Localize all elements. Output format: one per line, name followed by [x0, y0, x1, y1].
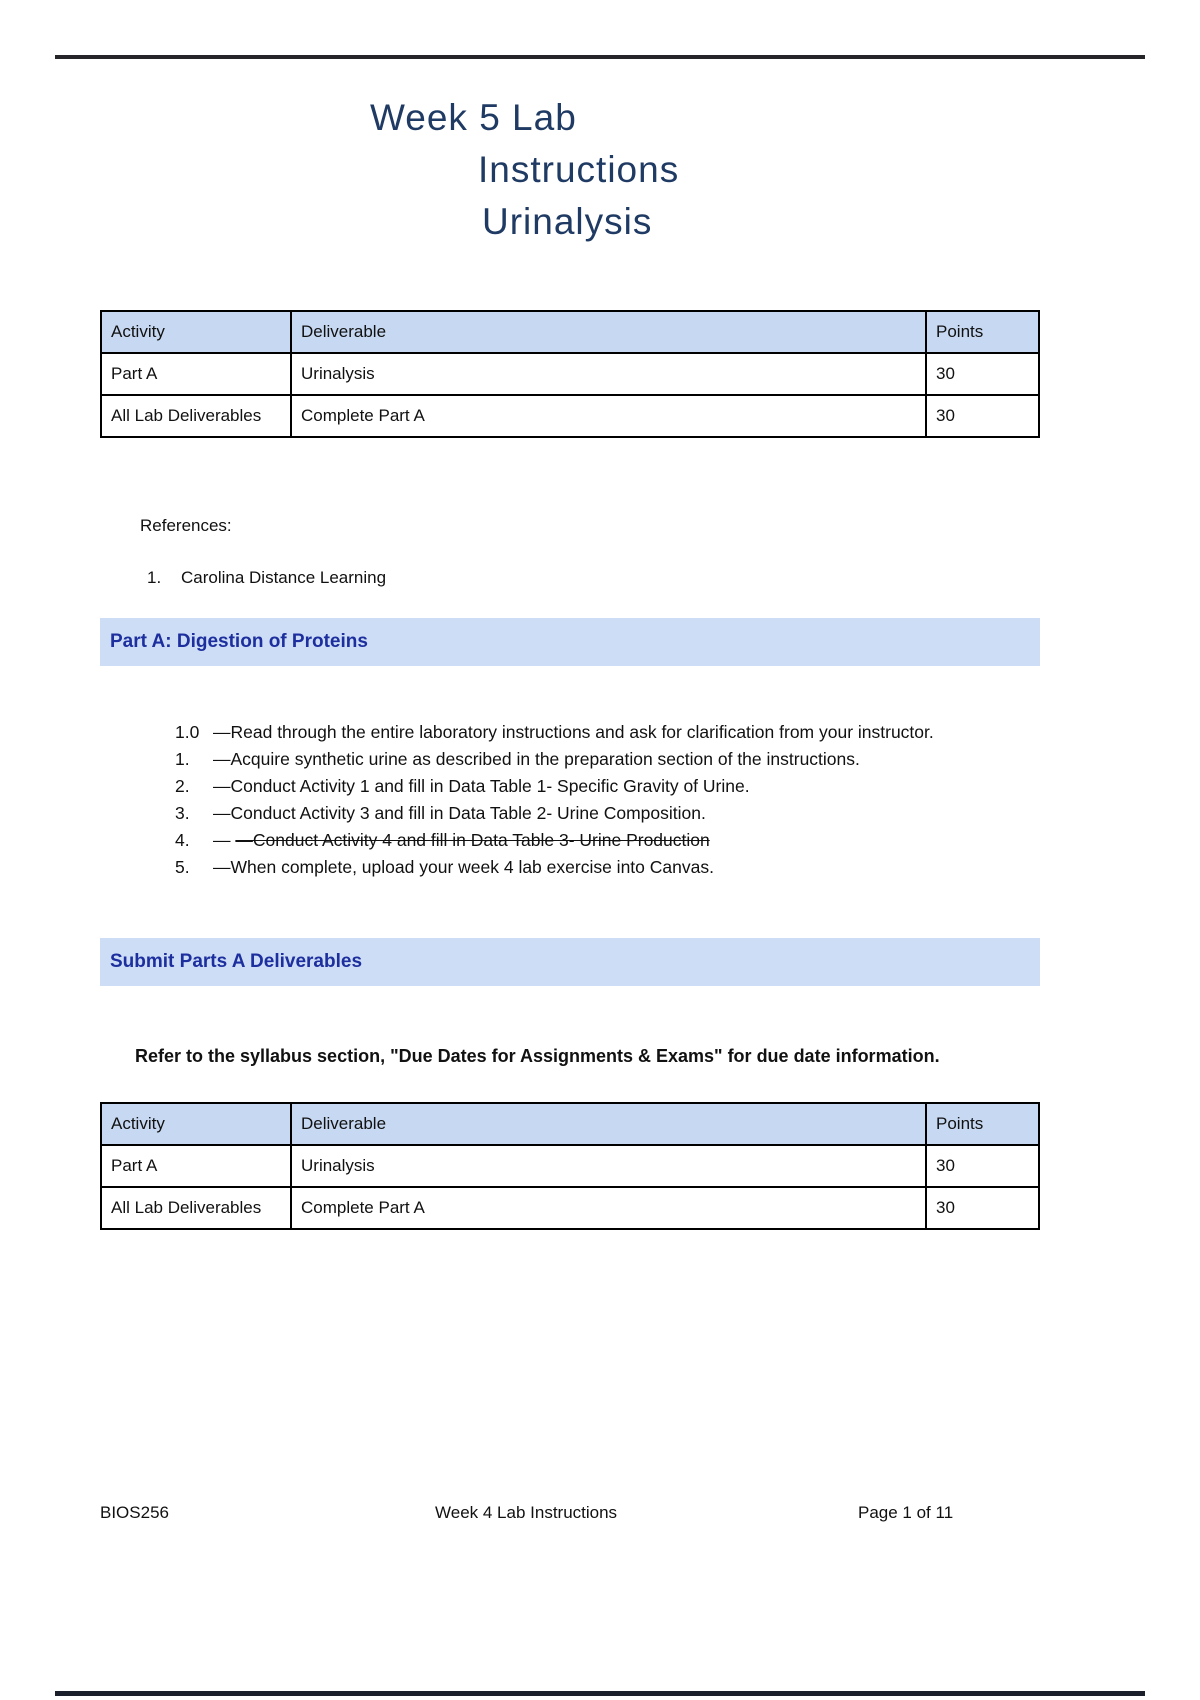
instruction-item: 2. —Conduct Activity 1 and fill in Data T…	[175, 773, 934, 800]
deliverables-table: Activity Deliverable Points Part A Urinalysi…	[100, 310, 1040, 438]
instruction-text-body: —Read through the entire laboratory inst…	[213, 722, 934, 742]
table-header-cell: Deliverable	[290, 310, 927, 354]
bottom-rule	[55, 1691, 1145, 1696]
instruction-number: 4.	[175, 830, 190, 850]
instruction-text: —Acquire synthetic urine as described in…	[213, 746, 860, 773]
table-row: All Lab Deliverables Complete Part A 30	[100, 1186, 1040, 1230]
footer-page-number: Page 1 of 11	[858, 1503, 954, 1522]
footer-course-code: BIOS256	[100, 1503, 169, 1522]
instruction-text-body: —When complete, upload your week 4 lab e…	[213, 857, 714, 877]
instruction-text-prefix: —	[213, 830, 236, 850]
section-banner-part-a-label: Part A: Digestion of Proteins	[110, 631, 368, 652]
document-title-line-3: Urinalysis	[482, 201, 653, 242]
reference-text: Carolina Distance Learning	[181, 568, 387, 587]
instruction-text-body: —Acquire synthetic urine as described in…	[213, 749, 860, 769]
instruction-text: — —Conduct Activity 4 and fill in Data T…	[213, 827, 710, 854]
instructions-list: 1.0 —Read through the entire laboratory i…	[175, 719, 934, 881]
table-cell: 30	[925, 1186, 1040, 1230]
table-cell: Part A	[100, 352, 292, 396]
section-banner-submit: Submit Parts A Deliverables	[100, 938, 1040, 986]
instruction-number: 1.	[175, 749, 190, 769]
table-cell: Urinalysis	[290, 1144, 927, 1188]
table-cell: Urinalysis	[290, 352, 927, 396]
table-header-cell: Points	[925, 1102, 1040, 1146]
instruction-item: 3. —Conduct Activity 3 and fill in Data T…	[175, 800, 934, 827]
table-cell: 30	[925, 394, 1040, 438]
instruction-text: —Conduct Activity 1 and fill in Data Tab…	[213, 773, 750, 800]
table-header-cell: Activity	[100, 310, 292, 354]
syllabus-note: Refer to the syllabus section, "Due Date…	[135, 1046, 940, 1066]
table-cell: Part A	[100, 1144, 292, 1188]
deliverables-table-repeat: Activity Deliverable Points Part A Urinalysi…	[100, 1102, 1040, 1230]
section-banner-submit-label: Submit Parts A Deliverables	[110, 951, 363, 972]
table-header-row: Activity Deliverable Points	[100, 310, 1040, 354]
instruction-item: 5. —When complete, upload your week 4 lab…	[175, 854, 934, 881]
table-header-cell: Points	[925, 310, 1040, 354]
table-header-cell: Activity	[100, 1102, 292, 1146]
top-rule	[55, 55, 1145, 59]
instruction-number: 5.	[175, 857, 190, 877]
table-row: Part A Urinalysis 30	[100, 352, 1040, 396]
instruction-number: 2.	[175, 776, 190, 796]
instruction-item: 1.0 —Read through the entire laboratory i…	[175, 719, 934, 746]
instruction-number: 3.	[175, 803, 190, 823]
table-header-row: Activity Deliverable Points	[100, 1102, 1040, 1146]
instruction-item: 4. — —Conduct Activity 4 and fill in Data…	[175, 827, 934, 854]
table-header-cell: Deliverable	[290, 1102, 927, 1146]
instruction-text: —Conduct Activity 3 and fill in Data Tab…	[213, 800, 706, 827]
table-cell: All Lab Deliverables	[100, 1186, 292, 1230]
instruction-number: 1.0	[175, 722, 200, 742]
instruction-text: —When complete, upload your week 4 lab e…	[213, 854, 714, 881]
reference-number: 1.	[147, 568, 162, 587]
table-cell: Complete Part A	[290, 1186, 927, 1230]
instruction-text-body: —Conduct Activity 4 and fill in Data Tab…	[235, 830, 710, 850]
instruction-text-body: —Conduct Activity 3 and fill in Data Tab…	[213, 803, 706, 823]
reference-item: 1. Carolina Distance Learning	[147, 568, 386, 588]
document-title-line-1: Week 5 Lab	[370, 97, 577, 138]
table-row: Part A Urinalysis 30	[100, 1144, 1040, 1188]
references-label: References:	[140, 516, 232, 535]
instruction-item: 1. —Acquire synthetic urine as described …	[175, 746, 934, 773]
table-row: All Lab Deliverables Complete Part A 30	[100, 394, 1040, 438]
section-banner-part-a: Part A: Digestion of Proteins	[100, 618, 1040, 666]
document-title-line-2: Instructions	[478, 149, 680, 190]
footer-document-name: Week 4 Lab Instructions	[435, 1503, 618, 1522]
instruction-text: —Read through the entire laboratory inst…	[213, 719, 934, 746]
table-cell: 30	[925, 1144, 1040, 1188]
table-cell: Complete Part A	[290, 394, 927, 438]
instruction-text-body: —Conduct Activity 1 and fill in Data Tab…	[213, 776, 750, 796]
table-cell: All Lab Deliverables	[100, 394, 292, 438]
table-cell: 30	[925, 352, 1040, 396]
